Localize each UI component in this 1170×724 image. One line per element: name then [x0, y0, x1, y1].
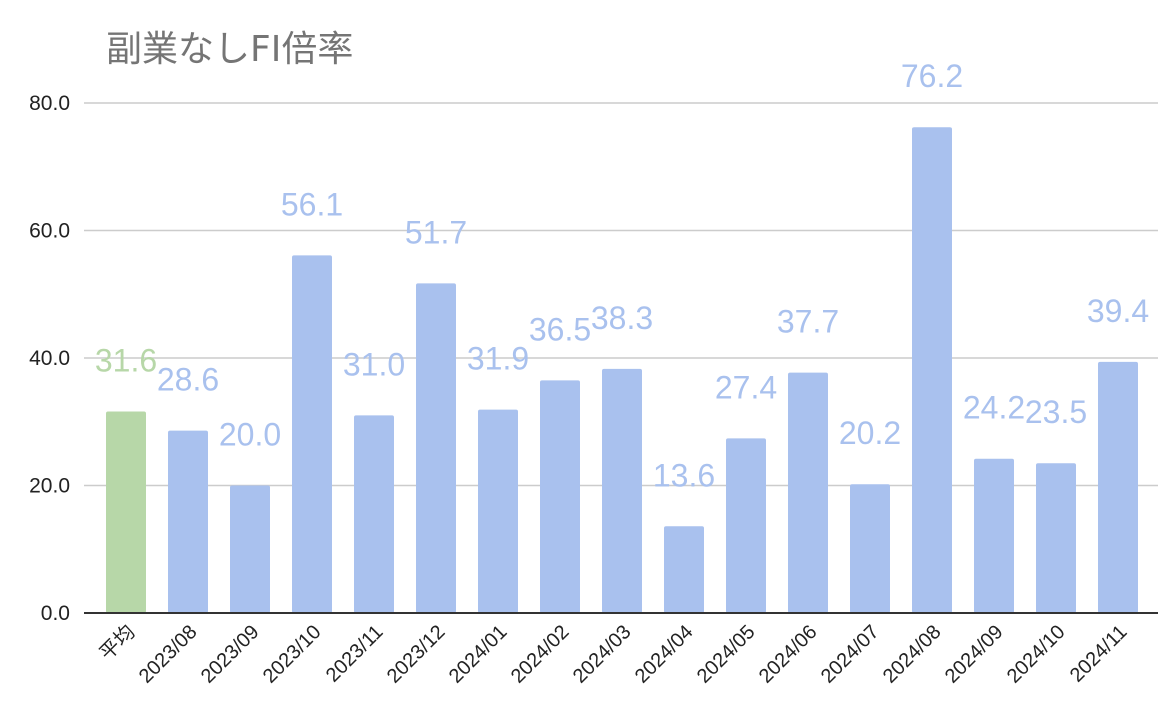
bar — [664, 526, 704, 613]
x-tick-label: 2024/10 — [1003, 621, 1070, 688]
y-tick-label: 40.0 — [29, 347, 70, 370]
bar — [354, 415, 394, 613]
bar — [602, 368, 642, 613]
data-label: 76.2 — [901, 58, 963, 94]
bar — [788, 372, 828, 613]
bar — [540, 380, 580, 613]
bar — [168, 430, 208, 613]
x-tick-label: 2023/11 — [322, 621, 388, 687]
data-label: 23.5 — [1025, 394, 1087, 430]
y-tick-label: 80.0 — [29, 92, 70, 115]
data-label: 38.3 — [591, 300, 653, 336]
x-tick-label: 2024/07 — [817, 621, 884, 688]
bar — [478, 409, 518, 613]
data-label: 56.1 — [281, 186, 343, 222]
bar — [912, 127, 952, 613]
bar — [850, 484, 890, 613]
x-tick-label: 2024/03 — [569, 621, 636, 688]
x-tick-label: 2024/04 — [631, 621, 698, 688]
data-label: 31.9 — [467, 341, 529, 377]
x-tick-label: 2023/08 — [135, 621, 202, 688]
y-tick-label: 0.0 — [41, 602, 70, 625]
x-tick-label: 平均 — [95, 620, 140, 665]
bars — [106, 127, 1138, 614]
bar — [292, 255, 332, 614]
x-tick-label: 2023/12 — [383, 621, 450, 688]
data-label-average: 31.6 — [95, 343, 157, 379]
x-tick-label: 2024/05 — [693, 621, 760, 688]
data-label: 28.6 — [157, 362, 219, 398]
bar — [726, 438, 766, 613]
bar-average — [106, 411, 146, 613]
x-tick-label: 2024/11 — [1066, 621, 1132, 687]
y-tick-label: 20.0 — [29, 475, 70, 498]
x-tick-label: 2024/08 — [879, 621, 946, 688]
y-tick-label: 60.0 — [29, 220, 70, 243]
x-tick-label: 2024/01 — [445, 621, 512, 688]
data-label: 13.6 — [653, 457, 715, 493]
data-labels: 31.628.620.0 56.1 31.0 51.7 31.936.5 38.3 13.6… — [95, 58, 1149, 493]
chart-title: 副業なしFI倍率 — [106, 29, 354, 70]
bar — [974, 458, 1014, 613]
x-tick-label: 2023/09 — [197, 621, 264, 688]
x-tick-label: 2023/10 — [259, 621, 326, 688]
data-label: 20.2 — [839, 415, 901, 451]
data-label: 51.7 — [405, 214, 467, 250]
x-tick-label: 2024/06 — [755, 621, 822, 688]
bar — [1036, 463, 1076, 613]
data-label: 31.0 — [343, 346, 405, 382]
data-label: 37.7 — [777, 304, 839, 340]
bar — [416, 283, 456, 613]
bar — [230, 485, 270, 613]
y-axis-tick-labels: 0.0 20.0 40.0 60.0 80.0 — [29, 92, 70, 625]
data-label: 27.4 — [715, 369, 777, 405]
x-axis-tick-labels: 平均2023/082023/092023/102023/112023/12202… — [95, 620, 1132, 687]
data-label: 20.0 — [219, 417, 281, 453]
bar — [1098, 361, 1138, 613]
data-label: 39.4 — [1087, 293, 1149, 329]
data-label: 24.2 — [963, 390, 1025, 426]
x-tick-label: 2024/02 — [507, 621, 574, 688]
x-tick-label: 2024/09 — [941, 621, 1008, 688]
data-label: 36.5 — [529, 311, 591, 347]
